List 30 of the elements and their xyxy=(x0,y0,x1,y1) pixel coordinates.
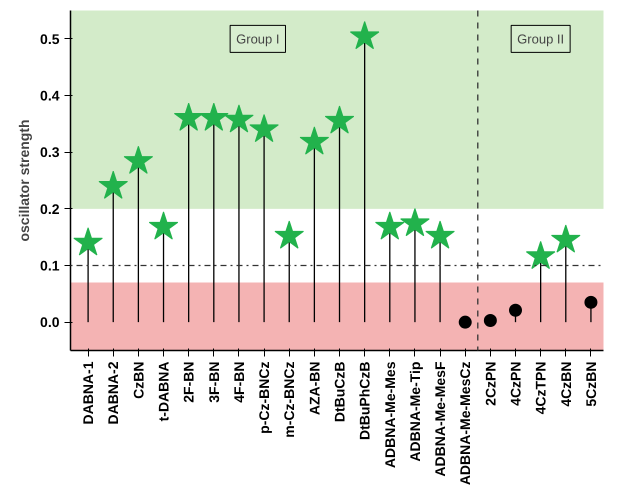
x-tick-label: AZA-BN xyxy=(306,362,322,416)
x-tick-label: 4F-BN xyxy=(230,361,247,403)
x-tick-label: 2CzPN xyxy=(482,361,498,406)
x-tick-label: p-Cz-BNCz xyxy=(256,361,272,434)
y-axis-title: oscillator strength xyxy=(16,119,32,242)
x-tick-label: ADBNA-Me-MesCz xyxy=(457,361,474,486)
x-tick-label: DABNA-1 xyxy=(80,361,96,424)
x-tick-label: 4CzPN xyxy=(508,361,524,406)
annotation: Group I xyxy=(236,31,280,46)
x-tick-label: CzBN xyxy=(130,361,146,399)
x-tick-label: DtBuCzB xyxy=(332,362,348,422)
x-tick-label: t-DABNA xyxy=(156,361,172,422)
x-tick-label: 5CzBN xyxy=(582,361,599,407)
x-tick-label: ADBNA-Me-Tip xyxy=(406,361,423,462)
annotation: Group II xyxy=(517,31,564,46)
x-tick-label: 2F-BN xyxy=(180,361,197,403)
x-tick-label: 3F-BN xyxy=(206,361,222,403)
x-tick-label: m-Cz-BNCz xyxy=(281,361,298,438)
y-tick-label: 0.1 xyxy=(40,258,60,274)
y-tick-label: 0.5 xyxy=(40,30,60,47)
x-tick-label: 4CzBN xyxy=(558,361,574,407)
x-tick-label: ADBNA-Me-Mes xyxy=(382,361,398,468)
x-tick-label: DABNA-2 xyxy=(105,361,122,424)
y-tick-label: 0.3 xyxy=(40,144,60,160)
y-tick-label: 0.4 xyxy=(40,88,60,104)
x-tick-label: DtBuPhCzB xyxy=(356,362,373,440)
y-tick-label: 0.0 xyxy=(40,314,60,330)
y-tick-label: 0.2 xyxy=(40,200,60,217)
x-tick-label: 4CzTPN xyxy=(532,361,549,414)
x-tick-label: ADBNA-Me-MesF xyxy=(432,361,448,477)
